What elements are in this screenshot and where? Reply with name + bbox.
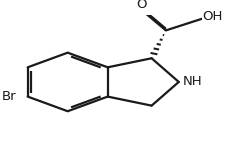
Text: Br: Br xyxy=(2,90,16,103)
Text: O: O xyxy=(136,0,146,12)
Text: OH: OH xyxy=(202,10,222,23)
Text: NH: NH xyxy=(182,75,202,88)
